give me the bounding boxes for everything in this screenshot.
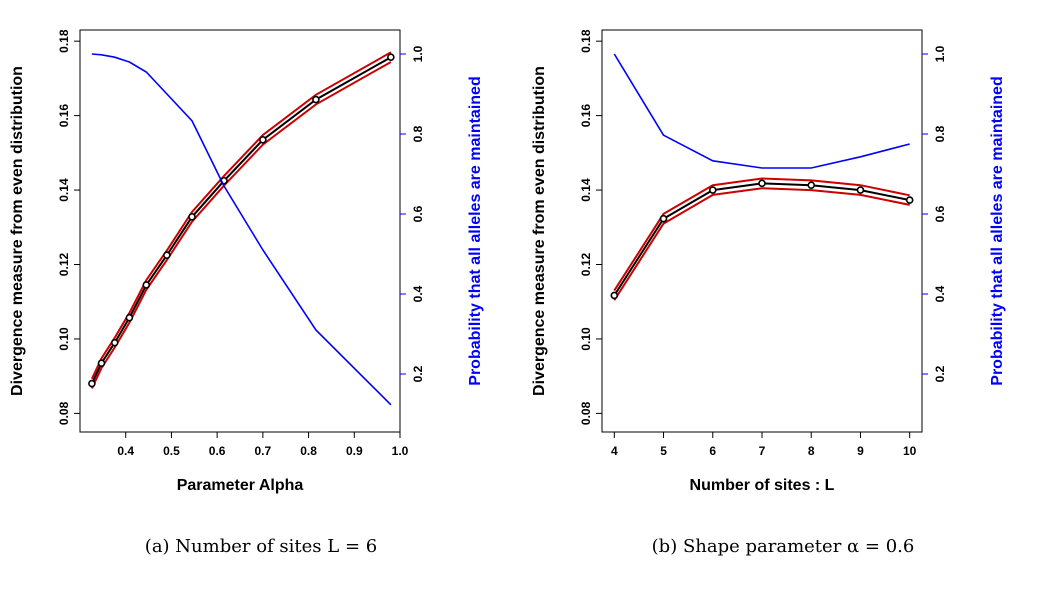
chart-b-x-tick-label: 8 [808,444,815,458]
chart-b-y-right-axis-title: Probability that all alleles are maintai… [989,76,1006,385]
chart-b-series-0-line [613,182,910,296]
chart-a-x-tick-label: 1.0 [392,444,409,458]
chart-b-x-axis-title: Number of sites : L [690,477,835,494]
chart-a-y-tick-label: 0.16 [57,104,71,128]
chart-a-x-tick-label: 0.7 [255,444,272,458]
chart-a-y-right-tick-label: 0.6 [411,205,425,222]
chart-a-y-right-tick-label: 1.0 [411,45,425,62]
chart-b-series-0-point [708,186,717,194]
chart-panel-b: 4 5 6 7 8 9 10 0.08 0.10 0.12 0.14 0.16 0.18 0.2 0.4 0.… [522,0,1044,500]
chart-a-x-axis-title: Parameter Alpha [177,477,304,494]
chart-a-series-0-point [163,251,171,259]
chart-b-series-0-point [856,186,865,194]
chart-b-series-1-line [613,53,910,169]
chart-a-svg: 0.4 0.5 0.6 0.7 0.8 0.9 1.0 0.08 0.10 0.12 0.14 0.1… [9,29,484,494]
caption-a: (a) Number of sites L = 6 [144,536,378,557]
chart-b-series-0-upper-band [613,177,910,292]
chart-a-series-0-line [90,56,392,385]
chart-b-x-tick-label: 5 [660,444,667,458]
chart-b-x-tick-label: 4 [611,444,618,458]
chart-b-y-right-tick-label: 1.0 [933,45,947,62]
chart-a-plot-frame [79,29,401,433]
chart-a-series-0-point [312,95,320,104]
chart-a-series-0-point [110,338,119,347]
chart-b-series-0-lower-band [613,187,910,301]
chart-a-y-right-tick-label: 0.4 [411,285,425,302]
chart-b-y-right-tick-label: 0.4 [933,285,947,302]
chart-a-series-0-point [125,313,134,322]
chart-b-series-0-point [659,214,668,223]
chart-b-y-tick-label: 0.12 [579,252,593,276]
chart-b-y-tick-label: 0.18 [579,29,593,53]
chart-a-series-0-lower-band [90,61,392,389]
chart-b-y-tick-label: 0.14 [579,178,593,202]
chart-a-y-tick-label: 0.12 [57,252,71,276]
chart-b-y-right-tick-label: 0.2 [933,365,947,382]
chart-b-y-axis-title: Divergence measure from even distributio… [531,66,548,396]
chart-a-x-tick-label: 0.9 [346,444,363,458]
chart-a-y-tick-label: 0.14 [57,178,71,202]
chart-a-y-axis-title: Divergence measure from even distributio… [9,66,26,396]
chart-a-x-tick-label: 0.8 [300,444,317,458]
chart-a-series-0-point [142,281,151,289]
chart-a-series-0-point [387,53,395,61]
chart-a-y-tick-label: 0.10 [57,327,71,351]
chart-a-series-0-point [88,379,96,388]
chart-a-y-tick-label: 0.08 [57,401,71,425]
chart-b-series-0-point [758,179,766,188]
chart-b-series-0-point [807,181,816,190]
chart-a-x-tick-label: 0.4 [117,444,134,458]
chart-a-y-right-axis-title: Probability that all alleles are maintai… [467,76,484,385]
chart-a-series-1-line [91,53,392,406]
caption-b: (b) Shape parameter α = 0.6 [651,536,915,557]
chart-b-series-0-point [905,196,914,204]
chart-a-series-0-point [97,359,106,367]
chart-b-svg: 4 5 6 7 8 9 10 0.08 0.10 0.12 0.14 0.16 0.18 0.2 0.4 0.… [531,29,1006,494]
chart-a-series-0-point [259,136,267,144]
chart-a-x-tick-label: 0.5 [163,444,180,458]
chart-a-y-tick-label: 0.18 [57,29,71,53]
chart-b-x-tick-label: 10 [903,444,917,458]
chart-b-y-tick-label: 0.16 [579,104,593,128]
chart-a-y-right-tick-label: 0.2 [411,365,425,382]
chart-b-x-tick-label: 6 [709,444,716,458]
chart-b-x-tick-label: 9 [857,444,864,458]
chart-b-y-right-tick-label: 0.6 [933,205,947,222]
chart-a-series-0-point [188,213,196,221]
chart-b-y-tick-label: 0.08 [579,401,593,425]
chart-b-y-tick-label: 0.10 [579,327,593,351]
chart-a-x-tick-label: 0.6 [209,444,226,458]
chart-b-x-tick-label: 7 [759,444,766,458]
chart-a-y-right-tick-label: 0.8 [411,125,425,142]
chart-panel-a: 0.4 0.5 0.6 0.7 0.8 0.9 1.0 0.08 0.10 0.12 0.14 0.1… [0,0,522,500]
chart-b-y-right-tick-label: 0.8 [933,125,947,142]
chart-a-series-0-upper-band [90,51,392,380]
chart-b-series-0-point [610,291,619,300]
chart-b-plot-frame [601,29,923,433]
